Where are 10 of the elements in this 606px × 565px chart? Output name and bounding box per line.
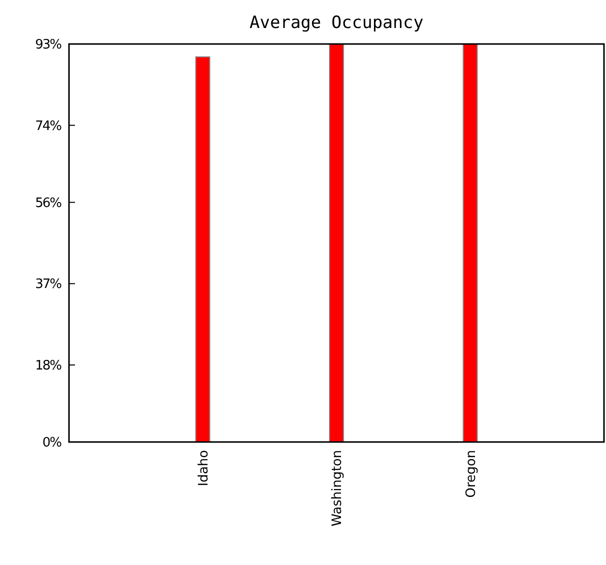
x-tick-label: Oregon xyxy=(464,450,479,498)
y-tick-label: 56% xyxy=(35,196,62,211)
y-tick-label: 74% xyxy=(35,118,62,134)
y-tick-label: 37% xyxy=(35,277,62,292)
y-tick-label: 18% xyxy=(35,358,62,374)
x-tick-label: Idaho xyxy=(196,450,212,486)
y-tick-label: 93% xyxy=(35,38,62,53)
x-tick-label: Washington xyxy=(330,450,346,526)
y-tick-label: 0% xyxy=(42,436,62,451)
chart-title: Average Occupancy xyxy=(250,13,424,33)
